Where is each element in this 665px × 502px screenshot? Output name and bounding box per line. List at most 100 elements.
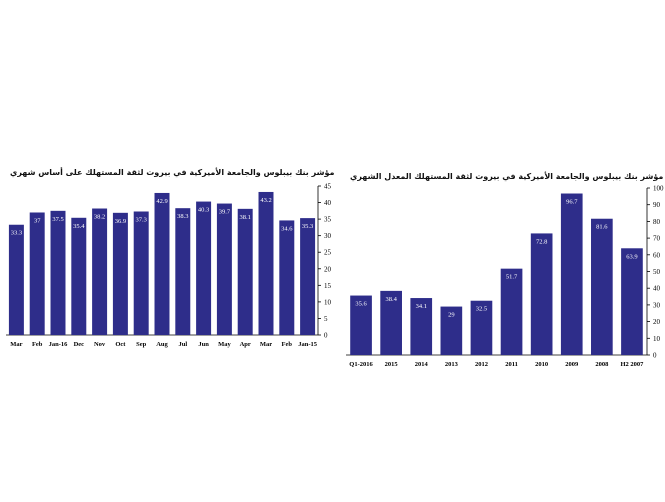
- monthly-data-label: 42.9: [156, 198, 167, 205]
- monthly-data-label: 35.4: [73, 223, 85, 230]
- annual-bar: [530, 233, 553, 355]
- monthly-x-tick-label: May: [218, 341, 231, 348]
- annual-data-label: 51.7: [506, 274, 518, 281]
- annual-bar: [591, 218, 613, 355]
- monthly-data-label: 38.1: [240, 214, 251, 221]
- monthly-data-label: 40.3: [198, 207, 209, 214]
- monthly-x-tick-label: Feb: [32, 341, 43, 348]
- monthly-data-label: 38.2: [94, 214, 105, 221]
- annual-y-tick-label: 90: [653, 201, 661, 209]
- annual-bar: [500, 268, 523, 355]
- monthly-data-label: 43.2: [260, 197, 271, 204]
- annual-x-tick-label: 2012: [475, 361, 488, 368]
- monthly-data-label: 34.6: [281, 225, 293, 232]
- monthly-y-tick-label: 25: [324, 249, 332, 257]
- annual-y-tick-label: 30: [653, 301, 661, 309]
- monthly-bar: [175, 208, 191, 335]
- annual-data-label: 81.6: [596, 224, 608, 231]
- annual-data-label: 29: [448, 312, 455, 319]
- monthly-x-tick-label: Jun: [198, 341, 209, 348]
- monthly-bar: [154, 192, 170, 335]
- annual-data-label: 96.7: [566, 199, 578, 206]
- monthly-bar: [196, 201, 212, 335]
- monthly-bar: [71, 217, 87, 335]
- annual-data-label: 34.1: [416, 303, 427, 310]
- monthly-y-tick-label: 5: [324, 315, 328, 323]
- monthly-x-tick-label: Dec: [74, 341, 85, 348]
- annual-x-tick-label: Q1-2016: [349, 361, 373, 368]
- annual-bar: [560, 193, 583, 355]
- monthly-y-tick-label: 30: [324, 232, 332, 240]
- annual-y-tick-label: 60: [653, 251, 661, 259]
- monthly-x-tick-label: Apr: [240, 341, 251, 348]
- monthly-data-label: 36.9: [115, 218, 126, 225]
- monthly-bar: [8, 224, 24, 335]
- annual-data-label: 32.5: [476, 306, 487, 313]
- monthly-x-tick-label: Jan-15: [298, 341, 318, 348]
- monthly-bar: [92, 208, 108, 335]
- annual-data-label: 38.4: [385, 296, 397, 303]
- monthly-bar: [50, 210, 66, 335]
- annual-x-tick-label: 2013: [445, 361, 459, 368]
- monthly-bar: [279, 220, 295, 335]
- chart-title-annual-average: مؤشر بنك بيبلوس والجامعة الأميركية في بي…: [350, 172, 664, 181]
- monthly-x-tick-label: Jul: [178, 341, 187, 348]
- annual-x-tick-label: 2009: [565, 361, 579, 368]
- monthly-x-tick-label: Jan-16: [49, 341, 69, 348]
- monthly-y-tick-label: 40: [324, 199, 332, 207]
- monthly-bar: [237, 208, 253, 335]
- annual-data-label: 35.6: [355, 301, 367, 308]
- monthly-bar: [300, 218, 316, 335]
- monthly-x-tick-label: Oct: [115, 341, 126, 348]
- monthly-data-label: 35.3: [302, 223, 313, 230]
- monthly-x-tick-label: Aug: [156, 341, 168, 348]
- annual-x-tick-label: 2014: [415, 361, 429, 368]
- monthly-bar: [216, 203, 232, 335]
- monthly-data-label: 38.3: [177, 213, 188, 220]
- monthly-bar: [258, 191, 274, 335]
- annual-y-tick-label: 0: [653, 352, 657, 360]
- monthly-data-label: 39.7: [219, 209, 231, 216]
- monthly-bar: [29, 212, 45, 335]
- annual-y-tick-label: 20: [653, 318, 661, 326]
- annual-bar: [350, 295, 372, 355]
- annual-x-tick-label: 2008: [595, 361, 609, 368]
- annual-data-label: 63.9: [626, 253, 637, 260]
- monthly-y-tick-label: 35: [324, 216, 332, 224]
- annual-x-tick-label: 2010: [535, 361, 548, 368]
- annual-y-tick-label: 100: [653, 185, 664, 193]
- monthly-x-tick-label: Feb: [282, 341, 293, 348]
- monthly-data-label: 37: [34, 217, 41, 224]
- annual-y-tick-label: 50: [653, 268, 661, 276]
- monthly-x-tick-label: Mar: [260, 341, 272, 348]
- monthly-y-tick-label: 45: [324, 183, 332, 191]
- monthly-y-tick-label: 0: [324, 332, 328, 340]
- monthly-data-label: 37.3: [136, 216, 147, 223]
- monthly-x-tick-label: Sep: [136, 341, 147, 348]
- chart-title-monthly: مؤشر بنك بيبلوس والجامعة الأميركية في بي…: [10, 168, 335, 177]
- monthly-x-tick-label: Nov: [94, 341, 106, 348]
- monthly-bar: [133, 211, 149, 335]
- annual-x-tick-label: 2011: [505, 361, 518, 368]
- annual-data-label: 72.8: [536, 238, 547, 245]
- monthly-y-tick-label: 20: [324, 265, 332, 273]
- annual-y-tick-label: 70: [653, 235, 661, 243]
- monthly-bar: [112, 212, 128, 335]
- annual-y-tick-label: 40: [653, 285, 661, 293]
- annual-y-tick-label: 10: [653, 335, 661, 343]
- annual-bar: [440, 306, 463, 355]
- monthly-data-label: 37.5: [52, 216, 63, 223]
- monthly-x-tick-label: Mar: [10, 341, 22, 348]
- monthly-y-tick-label: 10: [324, 298, 332, 306]
- annual-bar: [410, 298, 433, 355]
- annual-bar: [380, 290, 402, 355]
- annual-bar: [470, 300, 493, 355]
- monthly-y-tick-label: 15: [324, 282, 332, 290]
- monthly-data-label: 33.3: [11, 230, 22, 237]
- annual-x-tick-label: H2 2007: [620, 361, 644, 368]
- annual-bar: [621, 248, 643, 355]
- annual-x-tick-label: 2015: [385, 361, 399, 368]
